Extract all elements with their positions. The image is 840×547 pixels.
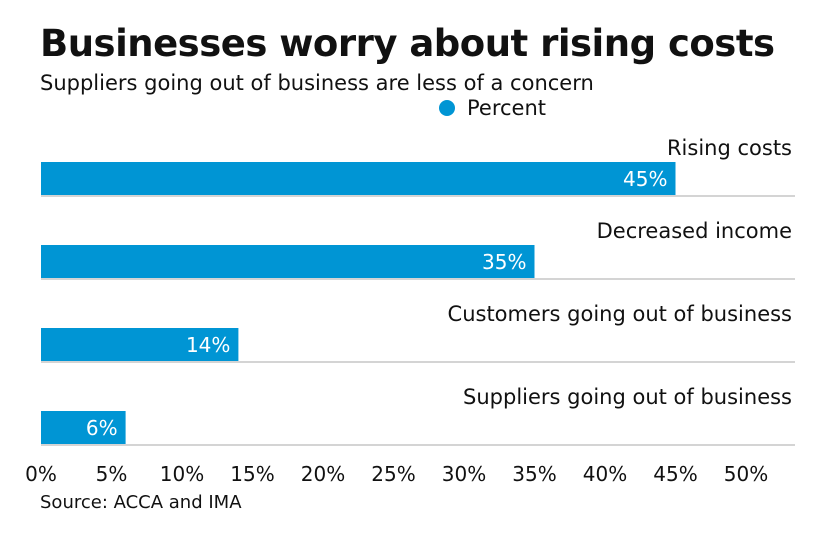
- chart-title: Businesses worry about rising costs: [40, 22, 775, 65]
- x-tick-label: 0%: [25, 462, 57, 486]
- source-note: Source: ACCA and IMA: [40, 492, 242, 513]
- x-tick-label: 40%: [583, 462, 627, 486]
- x-tick-label: 45%: [653, 462, 697, 486]
- category-label: Rising costs: [667, 136, 792, 160]
- data-label: 45%: [623, 167, 667, 191]
- x-tick-label: 5%: [96, 462, 128, 486]
- x-tick-label: 50%: [724, 462, 768, 486]
- x-tick-label: 30%: [442, 462, 486, 486]
- data-label: 35%: [482, 250, 526, 274]
- data-label: 14%: [186, 333, 230, 357]
- legend-label: Percent: [467, 96, 547, 120]
- x-tick-label: 20%: [301, 462, 345, 486]
- category-label: Suppliers going out of business: [463, 385, 792, 409]
- x-tick-label: 10%: [160, 462, 204, 486]
- bar: [41, 162, 676, 195]
- bar: [41, 411, 126, 444]
- x-tick-label: 25%: [371, 462, 415, 486]
- bar: [41, 245, 535, 278]
- legend-marker: [439, 100, 455, 116]
- data-label: 6%: [86, 416, 118, 440]
- x-tick-label: 35%: [512, 462, 556, 486]
- bar: [41, 328, 239, 361]
- category-label: Decreased income: [597, 219, 792, 243]
- chart-subtitle: Suppliers going out of business are less…: [40, 71, 594, 95]
- category-label: Customers going out of business: [448, 302, 792, 326]
- chart-legend: Percent: [439, 96, 546, 120]
- x-tick-label: 15%: [230, 462, 274, 486]
